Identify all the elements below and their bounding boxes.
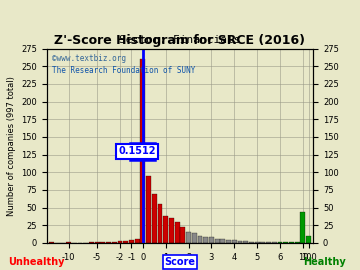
Bar	[192, 233, 197, 243]
Text: Sector: Financials: Sector: Financials	[119, 35, 241, 45]
Bar	[306, 236, 311, 243]
Bar	[215, 239, 220, 243]
Bar	[203, 237, 208, 243]
Bar	[112, 242, 117, 243]
Bar	[198, 236, 202, 243]
Bar	[169, 218, 174, 243]
Text: ©www.textbiz.org: ©www.textbiz.org	[52, 55, 126, 63]
Bar	[220, 239, 225, 243]
Bar	[243, 241, 248, 243]
Bar	[66, 242, 71, 243]
Bar	[146, 176, 151, 243]
Bar	[249, 242, 254, 243]
Bar	[261, 242, 265, 243]
Bar	[175, 222, 180, 243]
Text: The Research Foundation of SUNY: The Research Foundation of SUNY	[52, 66, 195, 75]
Text: 0.1512: 0.1512	[118, 146, 156, 156]
Bar	[255, 242, 260, 243]
Text: Healthy: Healthy	[303, 257, 345, 267]
Bar	[106, 242, 111, 243]
Bar	[100, 242, 105, 243]
Bar	[118, 241, 122, 243]
Bar	[295, 242, 300, 243]
Bar	[49, 242, 54, 243]
Bar	[123, 241, 128, 243]
Bar	[163, 216, 168, 243]
Bar	[266, 242, 271, 243]
Bar	[289, 242, 294, 243]
Bar	[226, 240, 231, 243]
Y-axis label: Number of companies (997 total): Number of companies (997 total)	[6, 76, 15, 216]
Bar	[283, 242, 288, 243]
Bar	[140, 59, 145, 243]
Bar	[95, 242, 99, 243]
Bar	[209, 237, 214, 243]
Title: Z'-Score Histogram for SRCE (2016): Z'-Score Histogram for SRCE (2016)	[54, 35, 306, 48]
Bar	[180, 227, 185, 243]
Bar	[238, 241, 242, 243]
Bar	[278, 242, 283, 243]
Bar	[129, 240, 134, 243]
Bar	[272, 242, 277, 243]
Bar	[232, 240, 237, 243]
Text: Unhealthy: Unhealthy	[8, 257, 64, 267]
Bar	[301, 212, 305, 243]
Bar	[152, 194, 157, 243]
Text: Score: Score	[165, 257, 195, 267]
Bar	[158, 204, 162, 243]
Bar	[135, 239, 140, 243]
Bar	[89, 242, 94, 243]
Bar	[186, 232, 191, 243]
